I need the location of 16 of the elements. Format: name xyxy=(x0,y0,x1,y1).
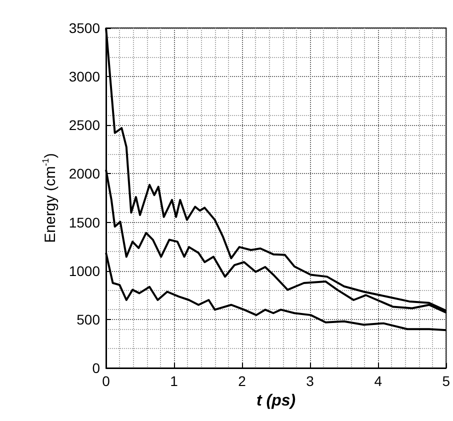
x-tick-label: 1 xyxy=(170,373,178,389)
x-tick-label: 0 xyxy=(102,373,110,389)
y-tick-label: 1500 xyxy=(68,214,100,230)
y-tick-label: 3500 xyxy=(68,20,100,36)
x-tick-label: 4 xyxy=(374,373,382,389)
x-tick-label: 2 xyxy=(238,373,246,389)
y-tick-label: 3000 xyxy=(68,68,100,85)
x-tick-label: 3 xyxy=(306,373,314,389)
y-tick-label: 500 xyxy=(76,311,100,328)
y-axis-title: Energy (cm-1) xyxy=(40,153,59,243)
x-axis-title: t (ps) xyxy=(256,392,296,410)
y-tick-label: 1000 xyxy=(68,262,100,279)
y-tick-label: 2000 xyxy=(68,166,100,182)
y-tick-label: 2500 xyxy=(68,117,100,134)
x-tick-label: 5 xyxy=(442,373,450,389)
y-tick-label: 0 xyxy=(92,360,100,376)
